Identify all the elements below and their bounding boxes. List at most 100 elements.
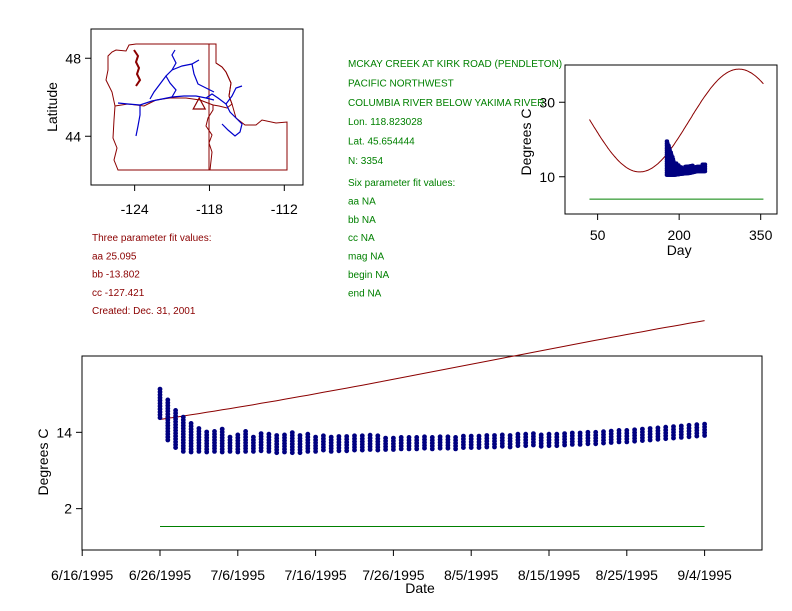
six-param-line: bb NA: [348, 215, 376, 226]
day-fit-curve: [589, 68, 764, 173]
date-x-tick-label: 7/16/1995: [284, 567, 346, 583]
date-data-point: [305, 431, 311, 437]
date-data-point: [694, 422, 700, 428]
date-data-point: [266, 431, 272, 437]
map-x-tick-label: -112: [271, 201, 298, 217]
date-axes: 6/16/1995 6/26/1995 7/6/1995 7/16/1995 7/26/…: [35, 424, 732, 596]
six-parameter-fit: Six parameter fit values: aa NA bb NA cc NA…: [348, 178, 455, 299]
day-y-tick-label: 10: [539, 169, 555, 185]
date-data-point: [297, 433, 303, 438]
three-param-line: Created: Dec. 31, 2001: [92, 306, 196, 317]
day-x-tick-label: 200: [667, 227, 691, 243]
map-y-tick-label: 48: [65, 50, 81, 66]
date-data-point: [165, 397, 171, 403]
map-panel: -124 -118 -112 48 44 Latitude: [44, 28, 304, 217]
date-data-point: [196, 426, 202, 431]
date-data-point: [328, 434, 334, 440]
date-data-point: [352, 433, 357, 439]
date-y-tick-label: 2: [64, 501, 72, 517]
date-data-point: [663, 424, 669, 430]
date-data-point: [445, 434, 451, 440]
station-info-line: Lat. 45.654444: [348, 137, 415, 148]
date-panel: 6/16/1995 6/26/1995 7/6/1995 7/16/1995 7/26/…: [35, 320, 763, 596]
date-data-point: [671, 424, 676, 429]
date-data-point: [538, 432, 544, 438]
snake-river: [205, 93, 243, 137]
date-data-point: [577, 430, 583, 436]
columbia-north: [171, 59, 200, 71]
date-data-point: [616, 428, 622, 433]
date-data-point: [562, 431, 567, 436]
day-x-axis-title: Day: [667, 242, 692, 258]
day-y-tick-label: 30: [539, 94, 555, 110]
date-data-point: [219, 426, 225, 432]
date-data-point: [375, 433, 381, 439]
three-param-line: bb -13.802: [92, 270, 140, 281]
date-data-point: [398, 435, 404, 440]
date-data-point: [632, 427, 637, 433]
map-x-tick-label: -124: [121, 201, 149, 217]
day-x-tick-label: 50: [590, 227, 606, 243]
date-x-tick-label: 7/26/1995: [362, 567, 424, 583]
date-data-point: [655, 425, 661, 431]
date-data-point: [453, 435, 458, 440]
map-y-axis-title: Latitude: [44, 82, 60, 132]
date-data-point: [702, 421, 707, 427]
station-info-line: N: 3354: [348, 156, 383, 167]
date-data-point: [531, 431, 536, 436]
date-data-point: [406, 435, 412, 440]
date-data-point: [523, 431, 529, 437]
six-param-line: aa NA: [348, 196, 376, 207]
date-data-point: [188, 421, 194, 426]
three-param-line: cc -127.421: [92, 288, 145, 299]
date-x-axis-title: Date: [405, 580, 435, 596]
date-data-point: [289, 430, 295, 435]
date-data-point: [251, 434, 256, 440]
date-x-tick-label: 6/16/1995: [51, 567, 113, 583]
date-data-point: [569, 430, 575, 436]
date-data-point: [344, 434, 350, 439]
date-data-point: [593, 429, 599, 435]
six-param-line: mag NA: [348, 252, 384, 263]
map-frame: [90, 28, 304, 186]
station-info-line: COLUMBIA RIVER BELOW YAKIMA RIVER: [348, 98, 544, 109]
date-data-point: [336, 434, 342, 439]
station-info-line: MCKAY CREEK AT KIRK ROAD (PENDLETON): [348, 59, 562, 70]
date-data-point: [414, 435, 420, 440]
date-data-point: [678, 423, 684, 429]
date-x-tick-label: 8/5/1995: [444, 567, 499, 583]
date-y-axis-title: Degrees C: [35, 429, 51, 496]
map-axes: -124 -118 -112 48 44 Latitude: [44, 50, 298, 217]
yakima-river: [149, 75, 167, 100]
willamette-river: [135, 105, 141, 137]
date-data-point: [461, 433, 466, 439]
date-x-tick-label: 9/4/1995: [677, 567, 732, 583]
date-data-point: [157, 386, 163, 392]
date-x-tick-label: 6/26/1995: [129, 567, 191, 583]
day-frame: [564, 64, 778, 215]
okanogan-river: [191, 63, 215, 93]
puget-sound: [133, 49, 142, 87]
date-data-point: [640, 426, 645, 432]
station-info-line: PACIFIC NORTHWEST: [348, 78, 454, 89]
day-panel: 50 200 350 Day 10 30 Degrees C: [518, 64, 778, 258]
date-data-point: [492, 433, 497, 438]
date-data-point: [468, 433, 474, 439]
date-data-point: [180, 414, 186, 420]
date-data-point: [321, 433, 326, 439]
washington-oregon-outline: [105, 43, 233, 171]
day-axes: 50 200 350 Day 10 30 Degrees C: [518, 94, 773, 258]
date-data-point: [258, 431, 264, 436]
date-data-point: [515, 431, 521, 437]
six-param-line: cc NA: [348, 233, 375, 244]
date-data-point: [507, 433, 513, 438]
date-data-point: [686, 422, 692, 428]
date-data-point: [383, 435, 388, 441]
date-data-point: [499, 432, 505, 438]
date-data-point: [554, 431, 560, 437]
date-data-point: [243, 429, 249, 434]
day-x-tick-label: 350: [749, 227, 773, 243]
date-data-point: [359, 433, 365, 439]
